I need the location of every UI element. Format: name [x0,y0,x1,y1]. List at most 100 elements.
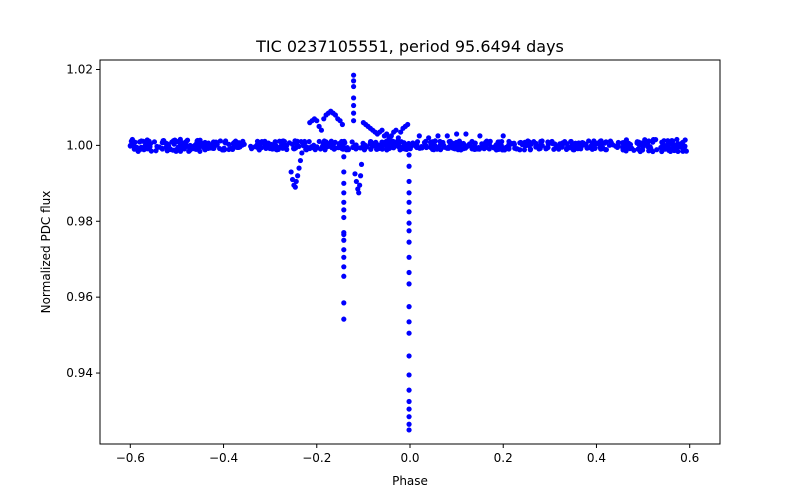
baseline-point [650,137,657,143]
features-point [341,237,347,243]
features-point [318,127,325,133]
baseline-point [487,138,493,144]
baseline-point [159,146,165,152]
features-point [406,414,412,420]
features-point [435,133,441,139]
baseline-point [368,140,375,146]
baseline-point [217,138,223,144]
features-point [395,135,401,141]
baseline-point [675,141,681,147]
baseline-point [184,137,191,143]
baseline-point [639,140,645,146]
features-point [406,421,412,427]
features-point [406,269,412,276]
baseline-point [212,141,218,148]
baseline-point [181,145,187,151]
features-point [341,169,347,175]
baseline-point [135,148,141,154]
baseline-point [608,139,614,146]
baseline-point [549,140,556,147]
baseline-point [289,141,296,147]
baseline-point [525,138,531,144]
baseline-point [138,144,144,150]
baseline-point [197,137,203,143]
baseline-point [128,138,134,144]
features-point [406,163,412,169]
baseline-point [293,145,299,151]
features-point [341,247,347,253]
y-tick-label: 0.94 [66,366,93,380]
features-point [463,131,469,137]
features-point [406,199,412,205]
features-point [350,72,357,78]
features-point [406,254,412,260]
features-point [316,123,322,129]
baseline-point [396,140,402,146]
features-point [341,207,347,213]
baseline-point [375,145,381,151]
baseline-point [274,144,280,151]
baseline-point [144,139,150,146]
baseline-point [234,144,240,150]
baseline-point [507,140,514,146]
outliers-point [341,316,347,322]
features-point [341,264,347,270]
baseline-point [469,138,475,145]
features-point [384,131,390,137]
features-point [339,121,346,128]
features-point [350,102,357,109]
features-point [293,178,299,185]
baseline-point [446,144,452,150]
baseline-point [671,144,677,151]
baseline-point [229,145,235,151]
baseline-point [521,147,528,153]
baseline-point [319,143,326,149]
baseline-point [631,147,637,153]
features-point [341,273,347,279]
baseline-point [222,139,228,145]
features-point [356,190,362,196]
baseline-point [256,147,262,153]
baseline-point [432,138,438,144]
features-point [341,231,347,238]
features-point [406,427,412,433]
baseline-point [586,138,592,144]
features-point [352,171,358,177]
baseline-point [164,148,170,154]
baseline-point [401,146,407,152]
features-point [350,95,357,101]
baseline-point [647,144,653,150]
features-point [341,254,347,260]
baseline-point [581,142,587,148]
baseline-point [311,145,317,151]
features-point [406,398,412,405]
baseline-point [594,141,600,147]
features-point [406,209,412,215]
baseline-point [145,146,151,152]
baseline-point [640,144,646,150]
features-point [350,110,357,116]
baseline-point [414,141,420,148]
features-point [416,133,422,139]
baseline-point [177,148,184,154]
features-point [295,173,301,179]
baseline-point [572,144,578,150]
features-point [350,118,357,124]
baseline-point [151,139,158,145]
baseline-point [428,142,434,148]
baseline-point [418,143,425,150]
features-point [341,154,347,160]
features-point [406,190,412,196]
baseline-point [362,143,368,149]
baseline-point [545,139,551,145]
baseline-point [293,141,300,147]
baseline-point [620,140,626,146]
data-points [127,72,689,433]
baseline-point [404,142,410,148]
features-point [406,406,412,412]
baseline-point [637,148,643,155]
baseline-point [330,141,336,147]
baseline-point [646,148,652,154]
baseline-point [306,138,312,145]
